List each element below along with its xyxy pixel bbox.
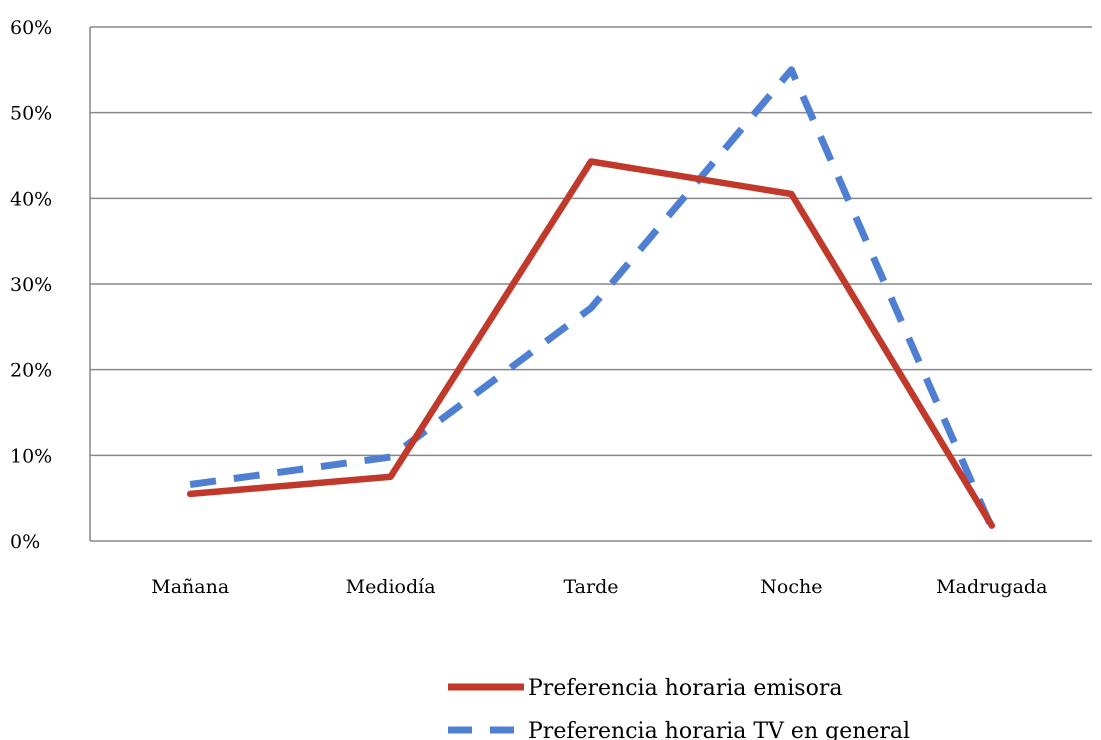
series-line-2 [189,66,996,530]
x-tick-label: Tarde [563,576,618,598]
x-tick-label: Noche [760,576,822,598]
y-tick-label: 50% [10,103,52,125]
x-tick-label: Mañana [151,576,229,598]
series-line-1 [186,158,996,529]
legend: Preferencia horaria emisora Preferencia h… [448,676,910,740]
gridlines [89,26,1092,542]
y-tick-label: 60% [10,17,52,39]
y-tick-label: 20% [10,360,52,382]
legend-label-1: Preferencia horaria emisora [528,676,842,701]
series-lines [186,66,996,530]
y-tick-label: 40% [10,188,52,210]
x-axis-tick-labels: Mañana Mediodía Tarde Noche Madrugada [151,576,1047,598]
x-tick-label: Mediodía [346,576,436,598]
y-axis-tick-labels: 0% 10% 20% 30% 40% 50% 60% [10,17,52,553]
x-tick-label: Madrugada [936,576,1047,598]
y-tick-label: 0% [10,531,40,553]
y-tick-label: 30% [10,274,52,296]
y-tick-label: 10% [10,445,52,467]
legend-label-2: Preferencia horaria TV en general [528,719,910,740]
